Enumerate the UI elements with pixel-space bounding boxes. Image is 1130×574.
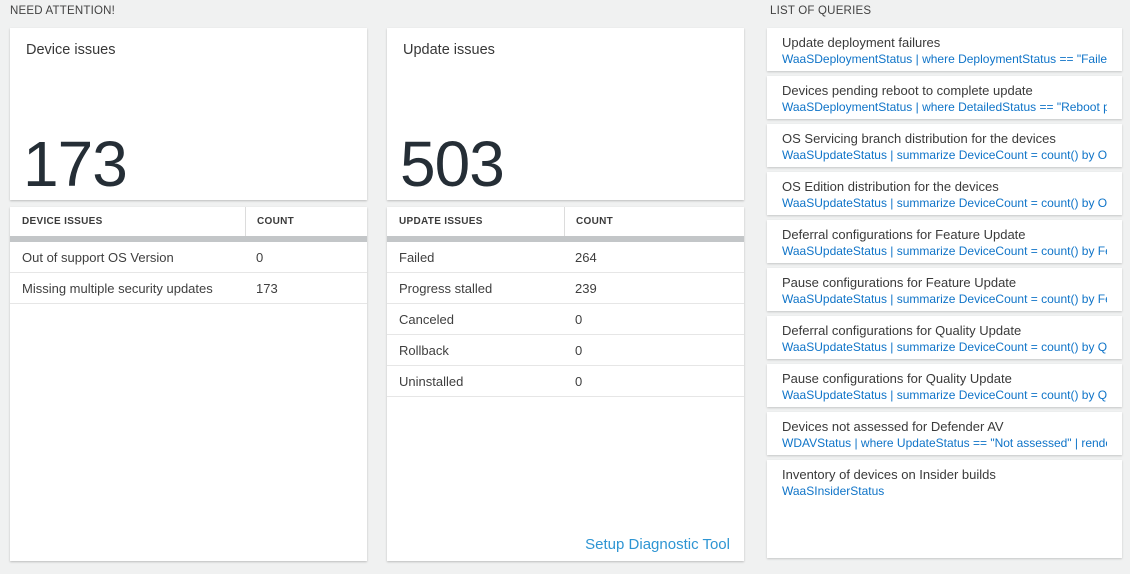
update-issues-count-value: 503 (400, 128, 505, 200)
device-issues-table-header: DEVICE ISSUES COUNT (10, 207, 367, 236)
query-title: Devices not assessed for Defender AV (782, 419, 1004, 434)
query-title: Pause configurations for Quality Update (782, 371, 1012, 386)
query-list-item[interactable]: Deferral configurations for Feature Upda… (767, 220, 1122, 263)
table-row[interactable]: Canceled 0 (387, 304, 744, 335)
query-title: Update deployment failures (782, 35, 941, 50)
update-issues-table-body: Failed 264 Progress stalled 239 Canceled… (387, 242, 744, 397)
update-issues-table-card: UPDATE ISSUES COUNT Failed 264 Progress … (387, 207, 744, 561)
issue-label-cell: Progress stalled (399, 280, 493, 296)
query-title: Pause configurations for Feature Update (782, 275, 1017, 290)
query-list-item[interactable]: Update deployment failures WaaSDeploymen… (767, 28, 1122, 71)
issue-label-cell: Rollback (399, 342, 449, 358)
query-title: OS Servicing branch distribution for the… (782, 131, 1056, 146)
device-issues-table-body: Out of support OS Version 0 Missing mult… (10, 242, 367, 304)
query-code-link: WaaSUpdateStatus | summarize DeviceCount… (782, 148, 1107, 162)
query-code-link: WDAVStatus | where UpdateStatus == "Not … (782, 436, 1107, 450)
table-row[interactable]: Rollback 0 (387, 335, 744, 366)
update-issues-table-header: UPDATE ISSUES COUNT (387, 207, 744, 236)
device-issues-column-header: DEVICE ISSUES (22, 216, 103, 227)
query-list-item[interactable]: OS Edition distribution for the devices … (767, 172, 1122, 215)
query-list-item[interactable]: Inventory of devices on Insider builds W… (767, 460, 1122, 558)
device-issues-table-card: DEVICE ISSUES COUNT Out of support OS Ve… (10, 207, 367, 561)
query-list-item[interactable]: Pause configurations for Quality Update … (767, 364, 1122, 407)
need-attention-section-label: NEED ATTENTION! (10, 5, 116, 17)
query-title: Inventory of devices on Insider builds (782, 467, 996, 482)
issue-label-cell: Missing multiple security updates (22, 280, 213, 296)
issue-label-cell: Uninstalled (399, 373, 464, 389)
issue-count-cell: 239 (575, 280, 597, 296)
query-code-link: WaaSInsiderStatus (782, 484, 885, 498)
query-list-item[interactable]: Devices not assessed for Defender AV WDA… (767, 412, 1122, 455)
table-row[interactable]: Progress stalled 239 (387, 273, 744, 304)
query-title: Deferral configurations for Quality Upda… (782, 323, 1022, 338)
update-issues-tile[interactable]: Update issues 503 (387, 28, 744, 200)
query-code-link: WaaSUpdateStatus | summarize DeviceCount… (782, 196, 1107, 210)
device-issues-tile[interactable]: Device issues 173 (10, 28, 367, 200)
list-of-queries-panel: Update deployment failures WaaSDeploymen… (767, 28, 1122, 558)
issue-label-cell: Failed (399, 249, 435, 265)
issue-count-cell: 0 (575, 342, 583, 358)
table-header-divider-band (10, 236, 367, 242)
device-count-column-header: COUNT (245, 207, 367, 236)
query-code-link: WaaSDeploymentStatus | where DetailedSta… (782, 100, 1107, 114)
table-header-divider-band (387, 236, 744, 242)
update-issues-column-header: UPDATE ISSUES (399, 216, 483, 227)
query-list-item[interactable]: Devices pending reboot to complete updat… (767, 76, 1122, 119)
query-title: Deferral configurations for Feature Upda… (782, 227, 1026, 242)
query-list-item[interactable]: OS Servicing branch distribution for the… (767, 124, 1122, 167)
query-code-link: WaaSDeploymentStatus | where DeploymentS… (782, 52, 1107, 66)
table-row[interactable]: Missing multiple security updates 173 (10, 273, 367, 304)
table-row[interactable]: Uninstalled 0 (387, 366, 744, 397)
query-list-item[interactable]: Deferral configurations for Quality Upda… (767, 316, 1122, 359)
update-count-column-header: COUNT (564, 207, 744, 236)
issue-count-cell: 0 (575, 373, 583, 389)
issue-label-cell: Canceled (399, 311, 454, 327)
list-of-queries-section-label: LIST OF QUERIES (770, 5, 872, 17)
query-list-item[interactable]: Pause configurations for Feature Update … (767, 268, 1122, 311)
issue-count-cell: 264 (575, 249, 597, 265)
table-row[interactable]: Out of support OS Version 0 (10, 242, 367, 273)
setup-diagnostic-tool-link[interactable]: Setup Diagnostic Tool (585, 536, 730, 553)
issue-count-cell: 0 (256, 249, 264, 265)
query-code-link: WaaSUpdateStatus | summarize DeviceCount… (782, 340, 1107, 354)
query-code-link: WaaSUpdateStatus | summarize DeviceCount… (782, 292, 1107, 306)
update-issues-tile-title: Update issues (403, 42, 495, 58)
issue-count-cell: 173 (256, 280, 278, 296)
device-issues-count-value: 173 (23, 128, 128, 200)
device-issues-tile-title: Device issues (26, 42, 116, 58)
issue-count-cell: 0 (575, 311, 583, 327)
query-code-link: WaaSUpdateStatus | summarize DeviceCount… (782, 388, 1107, 402)
query-title: OS Edition distribution for the devices (782, 179, 999, 194)
query-title: Devices pending reboot to complete updat… (782, 83, 1033, 98)
table-row[interactable]: Failed 264 (387, 242, 744, 273)
query-code-link: WaaSUpdateStatus | summarize DeviceCount… (782, 244, 1107, 258)
issue-label-cell: Out of support OS Version (22, 249, 174, 265)
